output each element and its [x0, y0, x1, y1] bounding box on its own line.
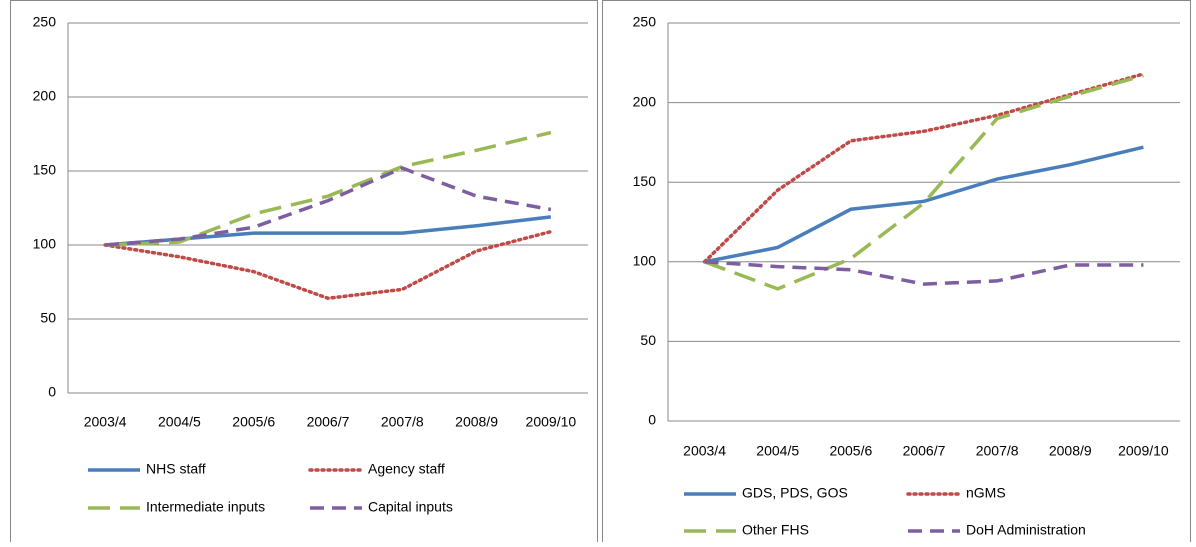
- x-tick-label: 2004/5: [756, 443, 799, 459]
- x-tick-label: 2006/7: [307, 414, 350, 430]
- series-line: [703, 73, 1144, 291]
- chart-frame: [10, 0, 598, 546]
- x-tick-label: 2007/8: [381, 414, 424, 430]
- y-tick-label: 250: [33, 14, 57, 30]
- legend-label: NHS staff: [146, 461, 206, 477]
- legend-label: nGMS: [966, 485, 1006, 501]
- x-tick-label: 2003/4: [84, 414, 127, 430]
- x-tick-label: 2005/6: [829, 443, 872, 459]
- x-tick-label: 2008/9: [1049, 443, 1092, 459]
- y-tick-label: 150: [633, 173, 657, 189]
- x-tick-label: 2004/5: [158, 414, 201, 430]
- y-tick-label: 100: [33, 236, 57, 252]
- legend-label: DoH Administration: [966, 522, 1086, 538]
- legend-label: Capital inputs: [368, 499, 453, 515]
- y-tick-label: 150: [33, 162, 57, 178]
- legend-label: GDS, PDS, GOS: [742, 485, 848, 501]
- y-tick-label: 0: [48, 384, 56, 400]
- x-tick-label: 2006/7: [903, 443, 946, 459]
- legend-label: Agency staff: [368, 461, 445, 477]
- y-tick-label: 0: [648, 412, 656, 428]
- series-line: [103, 229, 553, 301]
- chart-frame: [602, 0, 1191, 546]
- series-line: [704, 260, 1144, 286]
- x-tick-label: 2003/4: [683, 443, 726, 459]
- y-tick-label: 200: [633, 93, 657, 109]
- x-tick-label: 2005/6: [232, 414, 275, 430]
- x-tick-label: 2007/8: [976, 443, 1019, 459]
- x-tick-label: 2008/9: [455, 414, 498, 430]
- series-line: [105, 130, 552, 247]
- legend-label: Intermediate inputs: [146, 499, 265, 515]
- y-tick-label: 50: [40, 310, 56, 326]
- y-tick-label: 50: [640, 332, 656, 348]
- y-tick-label: 200: [33, 88, 57, 104]
- y-tick-label: 100: [633, 253, 657, 269]
- x-tick-label: 2009/10: [526, 414, 577, 430]
- x-tick-label: 2009/10: [1118, 443, 1169, 459]
- legend-label: Other FHS: [742, 522, 809, 538]
- series-line: [704, 145, 1144, 264]
- y-tick-label: 250: [633, 14, 657, 30]
- series-line: [105, 166, 552, 247]
